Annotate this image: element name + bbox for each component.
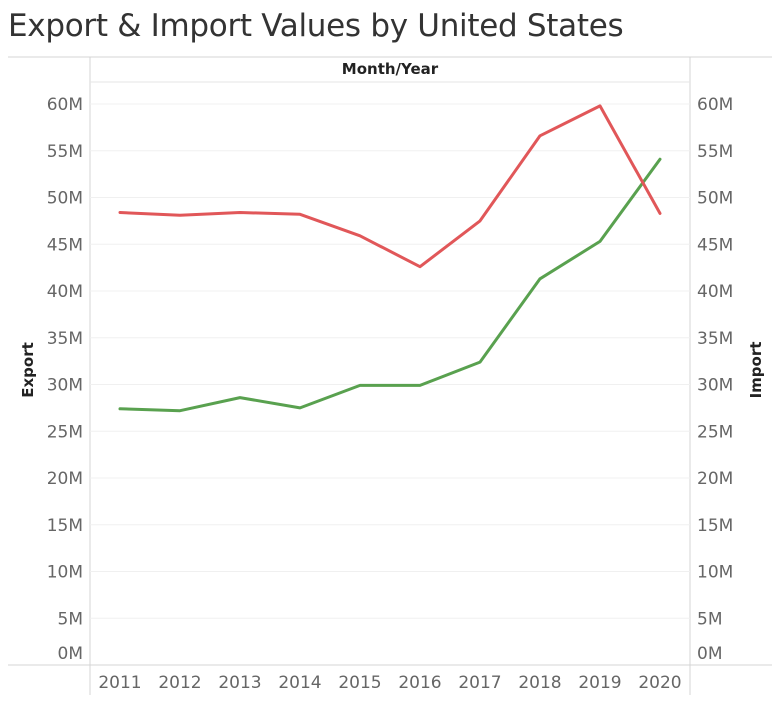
y-tick-label-left: 15M [47,516,83,536]
gridlines [90,103,690,619]
y-tick-label-right: 40M [697,282,733,302]
y-tick-label-left: 55M [47,142,83,162]
export-series-line [118,157,662,413]
x-tick-label: 2019 [578,673,621,693]
y-tick-label-left: 60M [47,95,83,115]
y-tick-label-left: 20M [47,469,83,489]
y-axis-right-title: Import [747,342,765,399]
y-tick-label-right: 35M [697,329,733,349]
x-tick-label: 2017 [458,673,501,693]
y-tick-label-left: 30M [47,376,83,396]
x-tick-label: 2012 [158,673,201,693]
y-tick-label-right: 30M [697,376,733,396]
import-series-line [118,104,662,269]
x-tick-label: 2015 [338,673,381,693]
y-tick-label-right: 25M [697,422,733,442]
y-axis-left-title: Export [19,342,37,398]
y-tick-label-left: 50M [47,189,83,209]
x-tick-label: 2016 [398,673,441,693]
y-tick-label-right: 5M [697,609,722,629]
y-tick-label-left: 10M [47,563,83,583]
y-tick-label-left: 35M [47,329,83,349]
y-tick-label-right: 0M [697,644,722,664]
x-tick-label: 2020 [638,673,681,693]
y-axis-right-ticks: 0M 5M 10M 15M 20M 25M 30M 35M 40M 45M 50M 55M 60M [697,95,733,664]
y-tick-label-right: 45M [697,235,733,255]
header-label: Month/Year [342,60,439,78]
x-tick-label: 2011 [98,673,141,693]
x-tick-label: 2018 [518,673,561,693]
x-tick-label: 2014 [278,673,321,693]
y-tick-label-left: 0M [58,644,83,664]
y-tick-label-right: 50M [697,189,733,209]
chart-title: Export & Import Values by United States [8,8,624,44]
chart-frame [8,56,772,695]
y-tick-label-left: 25M [47,422,83,442]
series-lines [118,104,662,413]
y-tick-label-right: 55M [697,142,733,162]
y-tick-label-right: 20M [697,469,733,489]
y-tick-label-right: 10M [697,563,733,583]
x-axis-ticks: 2011 2012 2013 2014 2015 2016 2017 2018 2019 2020 [98,673,681,693]
y-tick-label-right: 15M [697,516,733,536]
y-tick-label-right: 60M [697,95,733,115]
y-tick-label-left: 40M [47,282,83,302]
y-tick-label-left: 5M [58,609,83,629]
y-tick-label-left: 45M [47,235,83,255]
x-tick-label: 2013 [218,673,261,693]
y-axis-left-ticks: 0M 5M 10M 15M 20M 25M 30M 35M 40M 45M 50M 55M 60M [47,95,83,664]
